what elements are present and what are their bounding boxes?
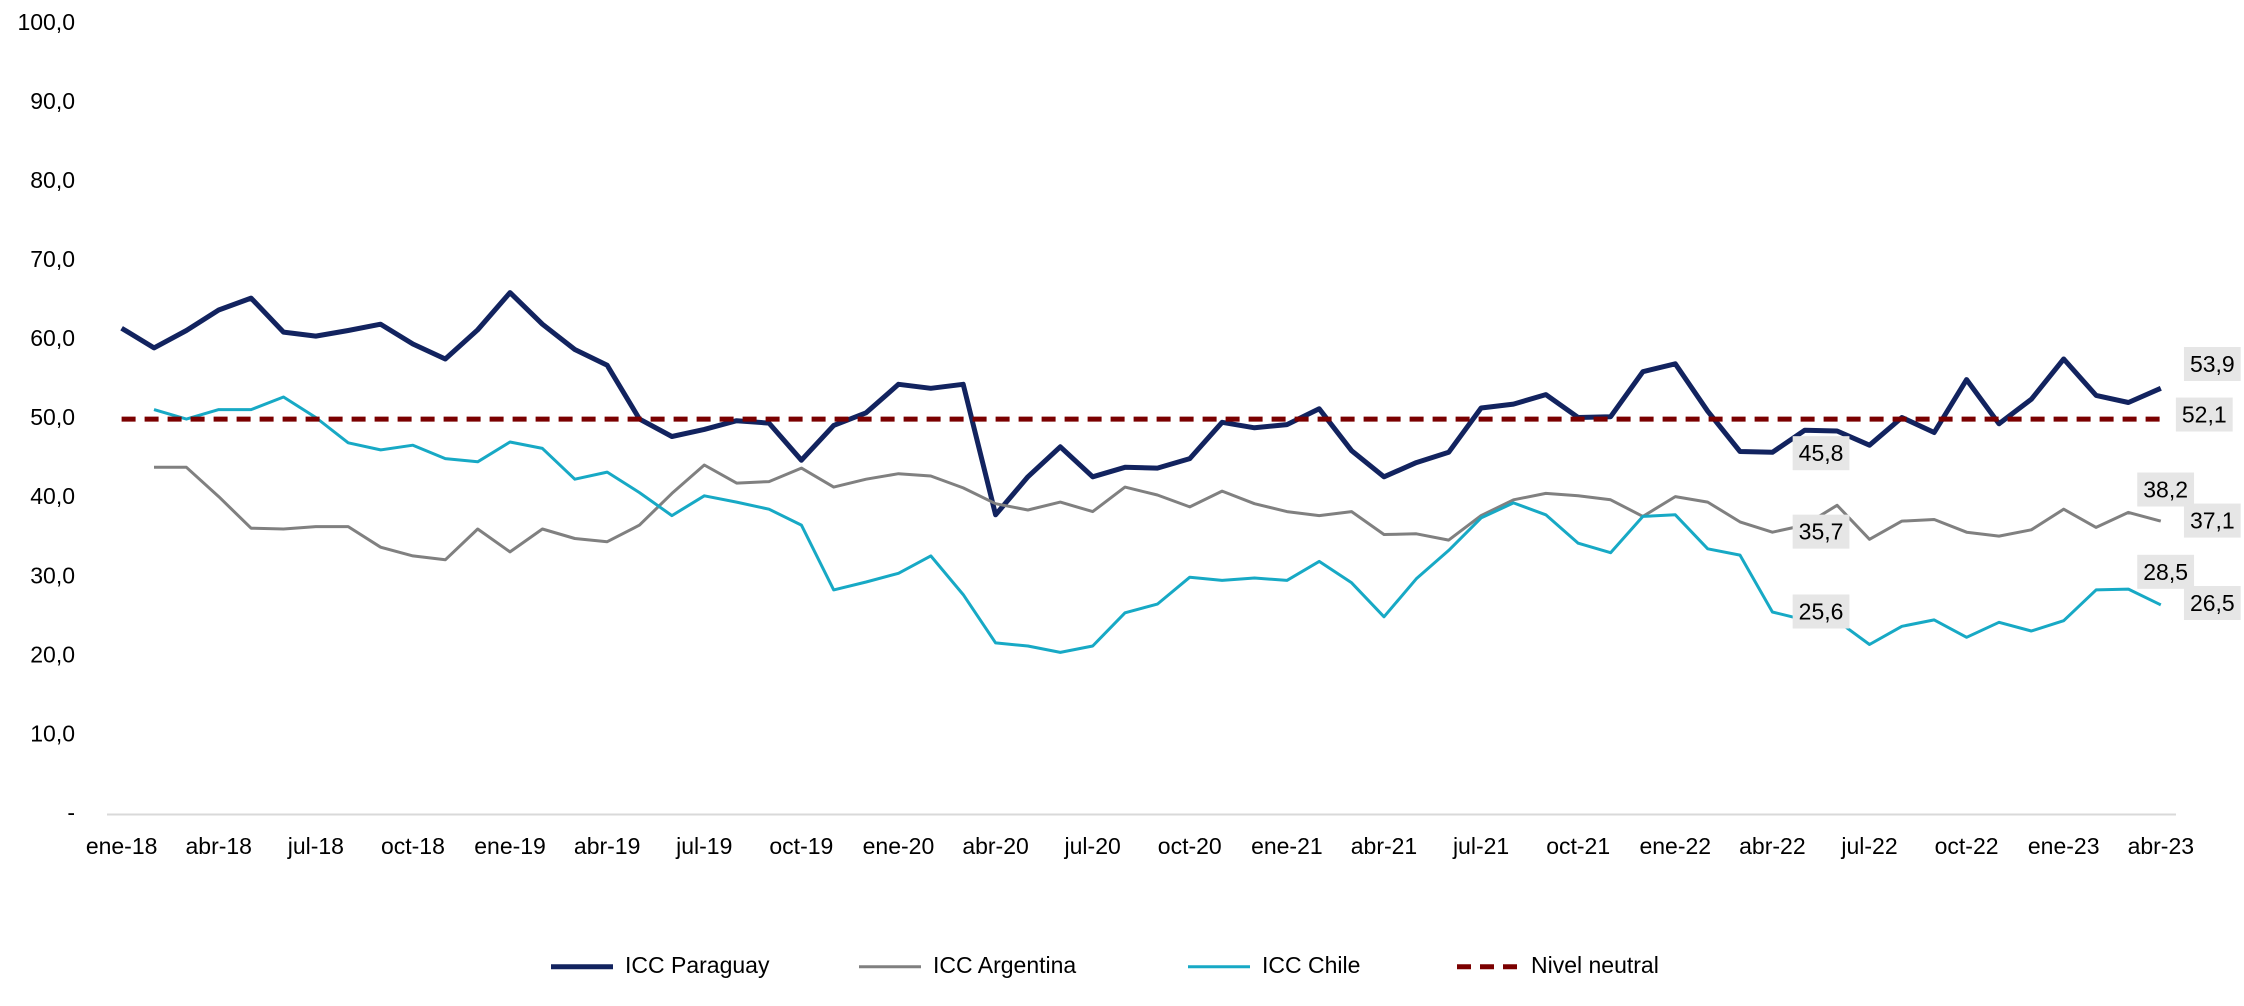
x-tick-label: jul-19 xyxy=(675,833,732,859)
x-tick-label: ene-21 xyxy=(1251,833,1323,859)
y-tick-label: 60,0 xyxy=(30,325,75,351)
y-tick-label: 100,0 xyxy=(17,9,75,35)
value-label: 52,1 xyxy=(2175,397,2233,432)
x-tick-label: ene-20 xyxy=(863,833,935,859)
series-line xyxy=(120,290,2162,518)
y-tick-label: 50,0 xyxy=(30,404,75,430)
value-label: 25,6 xyxy=(1792,594,1850,629)
y-tick-label: 40,0 xyxy=(30,483,75,509)
x-tick-label: oct-22 xyxy=(1935,833,1999,859)
value-label-text: 26,5 xyxy=(2190,590,2235,616)
x-tick-label: abr-18 xyxy=(185,833,251,859)
x-tick-label: ene-18 xyxy=(86,833,158,859)
value-label: 37,1 xyxy=(2183,503,2241,538)
legend-label: ICC Argentina xyxy=(933,952,1076,978)
value-label: 35,7 xyxy=(1792,514,1850,549)
value-label-text: 35,7 xyxy=(1799,519,1844,545)
value-label: 26,5 xyxy=(2183,585,2241,620)
value-label-bg xyxy=(2175,397,2233,432)
x-tick-label: abr-22 xyxy=(1739,833,1805,859)
x-tick-label: jul-22 xyxy=(1840,833,1897,859)
legend-label: Nivel neutral xyxy=(1531,952,1659,978)
value-label-text: 45,8 xyxy=(1799,440,1844,466)
value-label-bg xyxy=(1792,514,1850,549)
value-label-text: 25,6 xyxy=(1799,599,1844,625)
x-tick-label: jul-18 xyxy=(287,833,344,859)
value-label-text: 52,1 xyxy=(2182,402,2227,428)
value-label-bg xyxy=(1792,436,1850,471)
x-tick-label: abr-21 xyxy=(1351,833,1417,859)
x-tick-label: oct-18 xyxy=(381,833,445,859)
x-tick-label: abr-20 xyxy=(962,833,1028,859)
series-line xyxy=(154,463,2162,562)
value-label-text: 37,1 xyxy=(2190,508,2235,534)
y-tick-label: 90,0 xyxy=(30,88,75,114)
y-tick-label: - xyxy=(67,800,75,826)
value-label-text: 38,2 xyxy=(2143,477,2188,503)
y-tick-label: 10,0 xyxy=(30,720,75,746)
value-label: 45,8 xyxy=(1792,436,1850,471)
x-tick-label: oct-19 xyxy=(769,833,833,859)
value-label: 38,2 xyxy=(2137,472,2195,507)
y-tick-label: 80,0 xyxy=(30,167,75,193)
x-tick-label: jul-20 xyxy=(1064,833,1121,859)
x-tick-label: ene-23 xyxy=(2028,833,2100,859)
y-tick-label: 20,0 xyxy=(30,641,75,667)
value-label-bg xyxy=(1792,594,1850,629)
value-label-bg xyxy=(2183,503,2241,538)
value-label-text: 53,9 xyxy=(2190,351,2235,377)
y-tick-label: 30,0 xyxy=(30,562,75,588)
legend-label: ICC Chile xyxy=(1262,952,1360,978)
x-tick-label: abr-23 xyxy=(2128,833,2194,859)
value-label: 53,9 xyxy=(2183,346,2241,381)
value-label-bg xyxy=(2137,554,2195,589)
value-label-text: 28,5 xyxy=(2143,559,2188,585)
value-label-bg xyxy=(2137,472,2195,507)
value-label: 28,5 xyxy=(2137,554,2195,589)
x-tick-label: abr-19 xyxy=(574,833,640,859)
x-tick-label: jul-21 xyxy=(1452,833,1509,859)
y-tick-label: 70,0 xyxy=(30,246,75,272)
x-tick-label: ene-22 xyxy=(1639,833,1711,859)
x-tick-label: ene-19 xyxy=(474,833,546,859)
x-tick-label: oct-20 xyxy=(1158,833,1222,859)
series-line xyxy=(153,395,2162,654)
value-label-bg xyxy=(2183,585,2241,620)
legend-label: ICC Paraguay xyxy=(625,952,770,978)
value-label-bg xyxy=(2183,346,2241,381)
x-tick-label: oct-21 xyxy=(1546,833,1610,859)
